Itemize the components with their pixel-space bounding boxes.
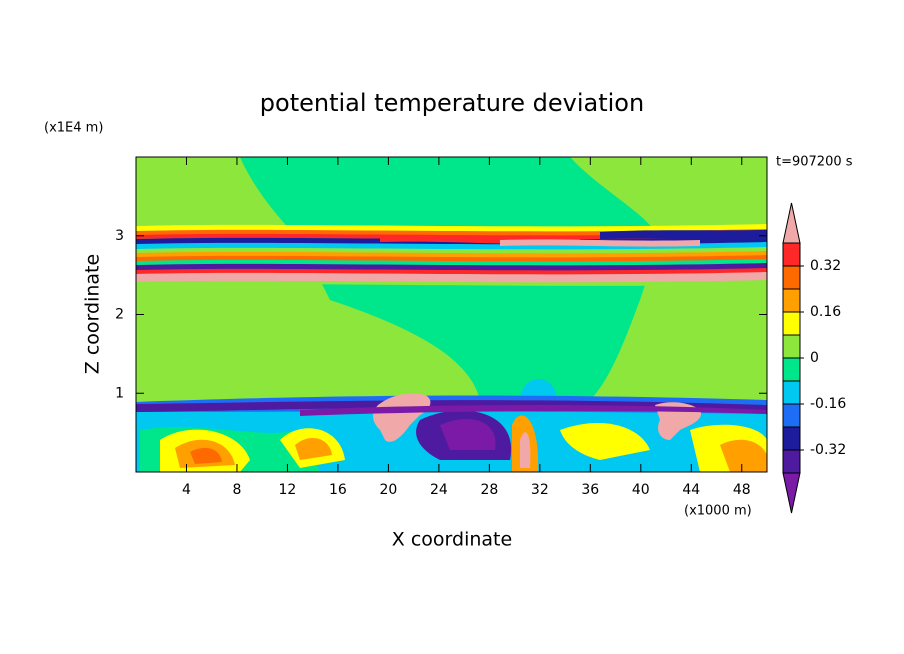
contour-field: [136, 157, 767, 472]
x-tick-label: 16: [329, 482, 347, 498]
x-tick-label: 4: [182, 482, 191, 498]
colorbar-bin: [782, 449, 801, 474]
colorbar-tick-label: -0.16: [810, 396, 846, 412]
contour-region: [520, 379, 557, 400]
x-axis-unit: (x1000 m): [684, 504, 752, 519]
colorbar-bin: [782, 426, 801, 451]
colorbar-bin: [782, 357, 801, 382]
contour-region: [295, 437, 332, 460]
contour-region: [300, 405, 767, 416]
x-tick-label: 8: [232, 482, 241, 498]
colorbar-tick-label: -0.32: [810, 442, 846, 458]
contour-region: [136, 272, 767, 283]
x-tick-label: 40: [632, 482, 650, 498]
contour-region: [190, 447, 222, 464]
x-tick-label: 28: [480, 482, 498, 498]
colorbar-tick-label: 0.32: [810, 258, 841, 274]
x-tick-label: 44: [682, 482, 700, 498]
colorbar-tick-label: 0.16: [810, 304, 841, 320]
contour-region: [500, 239, 700, 247]
x-tick-label: 32: [531, 482, 549, 498]
colorbar-bin: [782, 288, 801, 313]
y-axis-unit: (x1E4 m): [44, 121, 103, 136]
x-tick-label: 20: [379, 482, 397, 498]
contour-region: [600, 230, 767, 239]
time-annotation: t=907200 s: [776, 155, 853, 170]
colorbar-extend-low: [782, 472, 801, 514]
colorbar-extend-high: [782, 202, 801, 244]
contour-region: [373, 393, 431, 442]
colorbar-bin: [782, 334, 801, 359]
colorbar-bin: [782, 311, 801, 336]
x-tick-label: 48: [733, 482, 751, 498]
y-tick-label: 1: [115, 385, 124, 401]
colorbar-bin: [782, 380, 801, 405]
colorbar-bin: [782, 265, 801, 290]
x-axis-label: X coordinate: [392, 529, 512, 551]
y-tick-label: 2: [115, 307, 124, 323]
contour-region: [520, 432, 531, 468]
contour-region: [440, 418, 496, 450]
contour-region: [720, 439, 767, 472]
y-axis-label: Z coordinate: [82, 254, 104, 374]
x-tick-label: 24: [430, 482, 448, 498]
x-tick-label: 36: [581, 482, 599, 498]
colorbar-bin: [782, 403, 801, 428]
contour-region: [136, 280, 767, 286]
colorbar-tick-label: 0: [810, 350, 819, 366]
contour-region: [560, 422, 650, 460]
colorbar-bin: [782, 242, 801, 267]
chart-title: potential temperature deviation: [260, 89, 644, 117]
x-tick-label: 12: [279, 482, 297, 498]
y-tick-label: 3: [115, 228, 124, 244]
